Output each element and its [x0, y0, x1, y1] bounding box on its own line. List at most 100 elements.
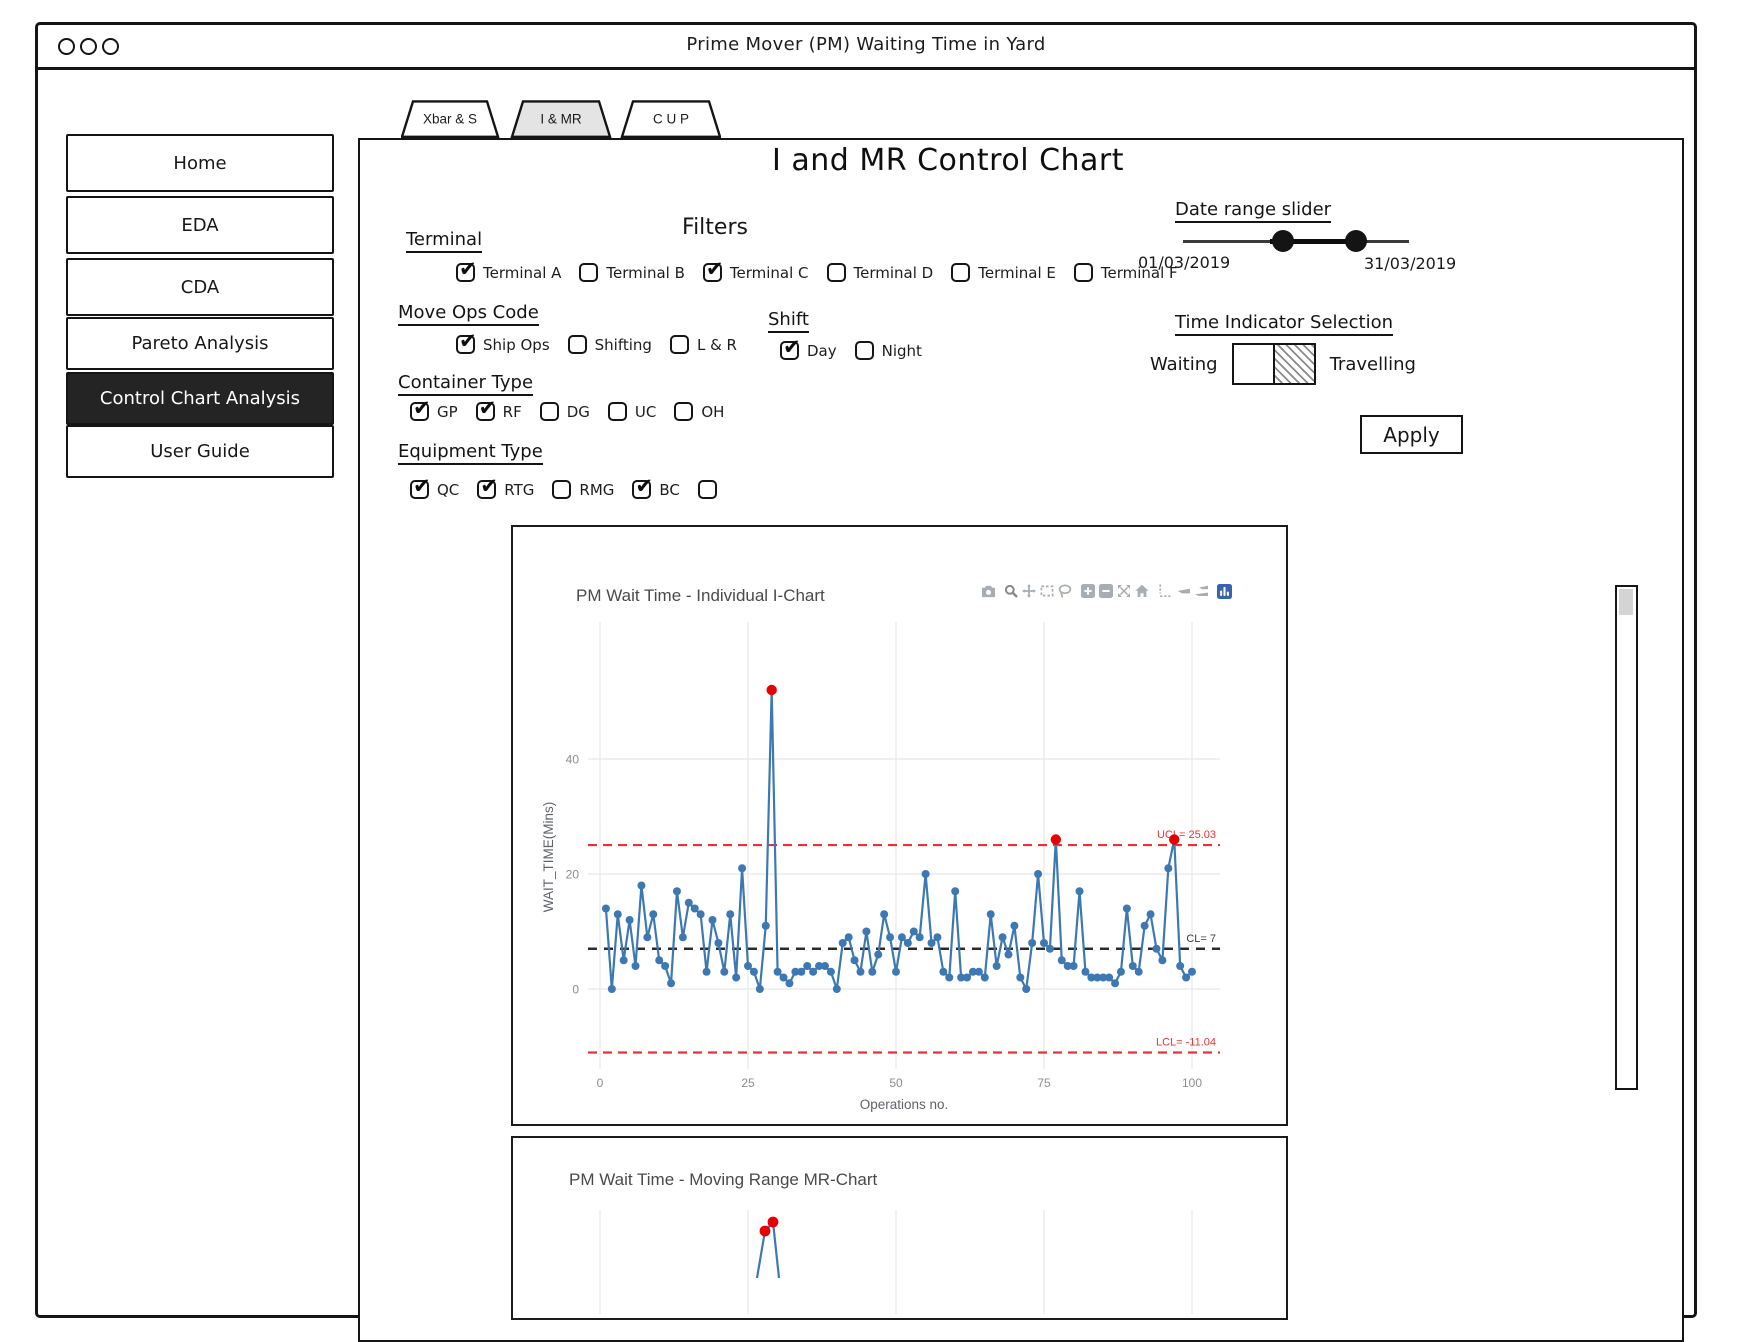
uc-checkbox[interactable]	[607, 402, 627, 421]
checkbox-option: L & R	[669, 335, 737, 354]
shifting-checkbox[interactable]	[567, 335, 587, 354]
titlebar: Prime Mover (PM) Waiting Time in Yard	[38, 25, 1694, 70]
oh-checkbox[interactable]	[674, 402, 694, 421]
mr-chart[interactable]: PM Wait Time - Moving Range MR-Chart	[513, 1138, 1281, 1314]
data-point	[1087, 973, 1096, 982]
dg-checkbox[interactable]	[539, 402, 559, 421]
window-control-icon[interactable]	[102, 38, 119, 55]
terminal-b-checkbox[interactable]	[579, 263, 599, 282]
i-chart[interactable]: UCL= 25.03 CL= 7 LCL= -11.04 0 25 50 75 100 0 20 4…	[513, 527, 1281, 1119]
data-point	[661, 962, 670, 970]
filter-group-label: Equipment Type	[398, 441, 543, 465]
checkbox-option: RMG	[552, 480, 614, 499]
checkbox-label: Day	[807, 341, 837, 360]
sidebar-item-pareto-analysis[interactable]: Pareto Analysis	[66, 317, 334, 370]
zoom-out-icon[interactable]	[1098, 583, 1114, 599]
svg-text:50: 50	[889, 1076, 903, 1090]
gp-checkbox[interactable]	[410, 396, 431, 421]
tab-xbar-s[interactable]: Xbar & S	[401, 100, 500, 138]
filters-heading: Filters	[682, 215, 748, 240]
terminal-a-checkbox[interactable]	[456, 257, 477, 282]
hover-compare-icon[interactable]	[1193, 583, 1209, 599]
chart-title: PM Wait Time - Individual I-Chart	[576, 586, 825, 605]
data-point	[1128, 962, 1137, 970]
spikelines-icon[interactable]	[1157, 583, 1173, 599]
mr-chart-panel: PM Wait Time - Moving Range MR-Chart	[511, 1136, 1288, 1320]
date-range-slider-handle-start[interactable]	[1272, 230, 1294, 252]
unlabeled-checkbox[interactable]	[697, 480, 717, 499]
terminal-c-checkbox[interactable]	[702, 257, 723, 282]
checkbox-label: GP	[437, 402, 458, 421]
terminal-d-checkbox[interactable]	[826, 263, 846, 282]
hover-closest-icon[interactable]	[1175, 583, 1191, 599]
terminal-f-checkbox[interactable]	[1073, 263, 1093, 282]
sidebar-item-eda[interactable]: EDA	[66, 196, 334, 254]
window-control-icon[interactable]	[58, 38, 75, 55]
terminal-e-checkbox[interactable]	[951, 263, 971, 282]
data-point	[1152, 944, 1161, 953]
tab-c-u-p[interactable]: C U P	[620, 100, 721, 138]
checkbox-label: Terminal D	[853, 263, 934, 282]
bc-checkbox[interactable]	[632, 474, 653, 499]
scrollbar-thumb[interactable]	[1619, 589, 1633, 615]
checkbox-label: BC	[659, 480, 680, 499]
data-point	[1069, 962, 1078, 970]
data-point	[868, 967, 877, 976]
apply-button[interactable]: Apply	[1360, 415, 1463, 454]
window-control-icon[interactable]	[80, 38, 97, 55]
data-point	[1040, 939, 1048, 947]
container-type-options-row: GP RF DG UC OH	[410, 396, 724, 421]
move-ops-options-row: Ship Ops Shifting L & R	[456, 329, 737, 354]
data-point	[1010, 921, 1019, 930]
checkbox-label: Terminal A	[483, 263, 562, 282]
qc-checkbox[interactable]	[410, 474, 431, 499]
time-indicator-toggle[interactable]	[1231, 343, 1316, 385]
rtg-checkbox[interactable]	[477, 474, 498, 499]
data-point	[720, 967, 729, 976]
night-checkbox[interactable]	[854, 341, 874, 360]
date-range-slider-selected-range[interactable]	[1270, 239, 1358, 244]
rf-checkbox[interactable]	[475, 396, 496, 421]
rmg-checkbox[interactable]	[552, 480, 572, 499]
sidebar-item-control-chart-analysis[interactable]: Control Chart Analysis	[66, 372, 334, 425]
sidebar-item-user-guide[interactable]: User Guide	[66, 425, 334, 478]
ship-ops-checkbox[interactable]	[456, 329, 477, 354]
checkbox-option: Ship Ops	[456, 329, 550, 354]
checkbox-option: Terminal D	[826, 263, 934, 282]
outlier-point	[1050, 834, 1062, 845]
tab-i-mr[interactable]: I & MR	[510, 100, 612, 138]
toggle-selected-half[interactable]	[1233, 345, 1275, 383]
svg-text:100: 100	[1182, 1076, 1202, 1090]
data-point	[785, 979, 794, 988]
time-indicator-section: Time Indicator Selection	[1175, 312, 1393, 336]
zoom-icon[interactable]	[1003, 583, 1019, 599]
data-point	[684, 898, 693, 907]
toggle-unselected-half[interactable]	[1274, 345, 1314, 383]
box-select-icon[interactable]	[1039, 583, 1055, 599]
checkbox-option: Terminal B	[579, 263, 685, 282]
data-point	[1164, 864, 1173, 873]
plotly-logo-icon[interactable]	[1216, 583, 1232, 599]
time-indicator-right-option: Travelling	[1329, 353, 1416, 375]
sidebar-item-cda[interactable]: CDA	[66, 258, 334, 316]
data-point	[1057, 956, 1066, 965]
camera-icon[interactable]	[980, 583, 996, 599]
sidebar-item-home[interactable]: Home	[66, 134, 334, 192]
filter-group-label: Terminal	[406, 229, 483, 253]
day-checkbox[interactable]	[780, 335, 801, 360]
data-point	[1111, 979, 1120, 988]
data-point	[1081, 967, 1090, 976]
pan-icon[interactable]	[1021, 583, 1037, 599]
l-r-checkbox[interactable]	[669, 335, 689, 354]
vertical-scrollbar[interactable]	[1615, 585, 1638, 1090]
checkbox-label: Ship Ops	[483, 335, 550, 354]
checkbox-option: Shifting	[567, 335, 652, 354]
zoom-in-icon[interactable]	[1080, 583, 1096, 599]
lasso-icon[interactable]	[1057, 583, 1073, 599]
autoscale-icon[interactable]	[1116, 583, 1132, 599]
data-point	[951, 887, 960, 896]
reset-axes-icon[interactable]	[1134, 583, 1150, 599]
checkbox-option: RTG	[477, 474, 534, 499]
data-point	[1093, 973, 1102, 982]
date-range-slider-handle-end[interactable]	[1345, 230, 1367, 252]
